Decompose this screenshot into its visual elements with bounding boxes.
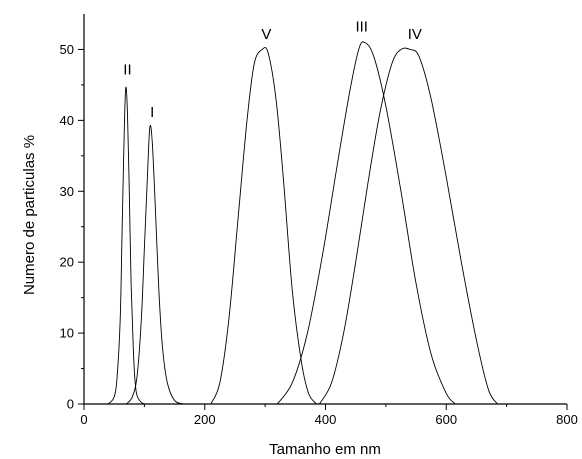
curve-label: II	[123, 61, 131, 78]
curve-label: I	[150, 104, 154, 121]
y-tick-label: 0	[67, 397, 74, 412]
y-tick-label: 10	[60, 326, 74, 341]
y-tick-label: 20	[60, 255, 74, 270]
curve-label: III	[355, 19, 368, 36]
curve-label: V	[261, 26, 271, 43]
x-axis-title: Tamanho em nm	[269, 441, 381, 458]
series-line-ii	[107, 86, 145, 405]
series-line-iv	[319, 47, 498, 405]
y-tick-label: 30	[60, 184, 74, 199]
series-line-i	[125, 124, 184, 405]
series-line-iii	[276, 41, 456, 405]
x-tick-label: 400	[315, 412, 337, 427]
x-tick-label: 0	[80, 412, 87, 427]
x-tick-label: 600	[435, 412, 457, 427]
y-tick-label: 40	[60, 113, 74, 128]
y-axis-title: Numero de particulas %	[21, 135, 38, 295]
y-tick-label: 50	[60, 42, 74, 57]
x-tick-label: 800	[556, 412, 578, 427]
curve-label: IV	[408, 26, 422, 43]
series-line-v	[210, 47, 317, 405]
x-tick-label: 200	[194, 412, 216, 427]
